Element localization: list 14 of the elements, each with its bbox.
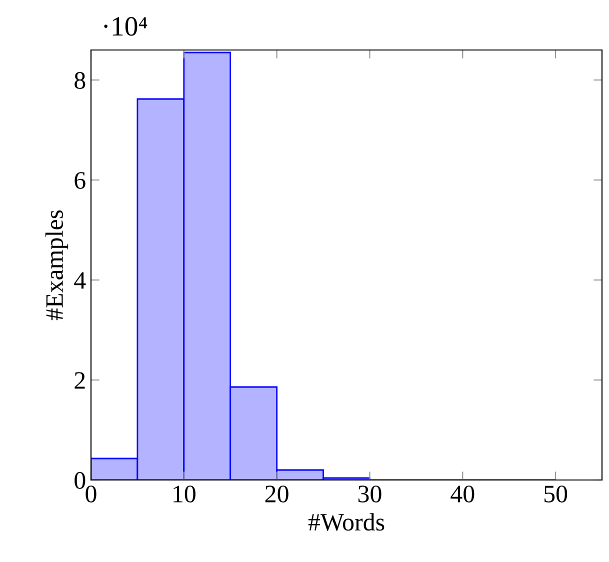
x-tick-label: 20 (265, 486, 288, 502)
y-tick-label: 8 (74, 72, 86, 89)
y-tick-label: 4 (74, 272, 86, 289)
x-axis-title: #Words (308, 513, 384, 531)
x-tick-label: 0 (86, 486, 96, 502)
text: ·10⁴ (104, 17, 148, 36)
x-tick-label: 10 (174, 486, 196, 502)
x-tick-label: 50 (544, 486, 568, 502)
x-tick-label: 40 (450, 486, 474, 502)
y-tick-label: 6 (74, 172, 86, 189)
y-axis-title: #Examples (45, 210, 68, 320)
y-tick-label: 2 (74, 372, 85, 389)
x-tick-label: 30 (358, 486, 382, 502)
y-tick-label: 0 (74, 472, 86, 489)
